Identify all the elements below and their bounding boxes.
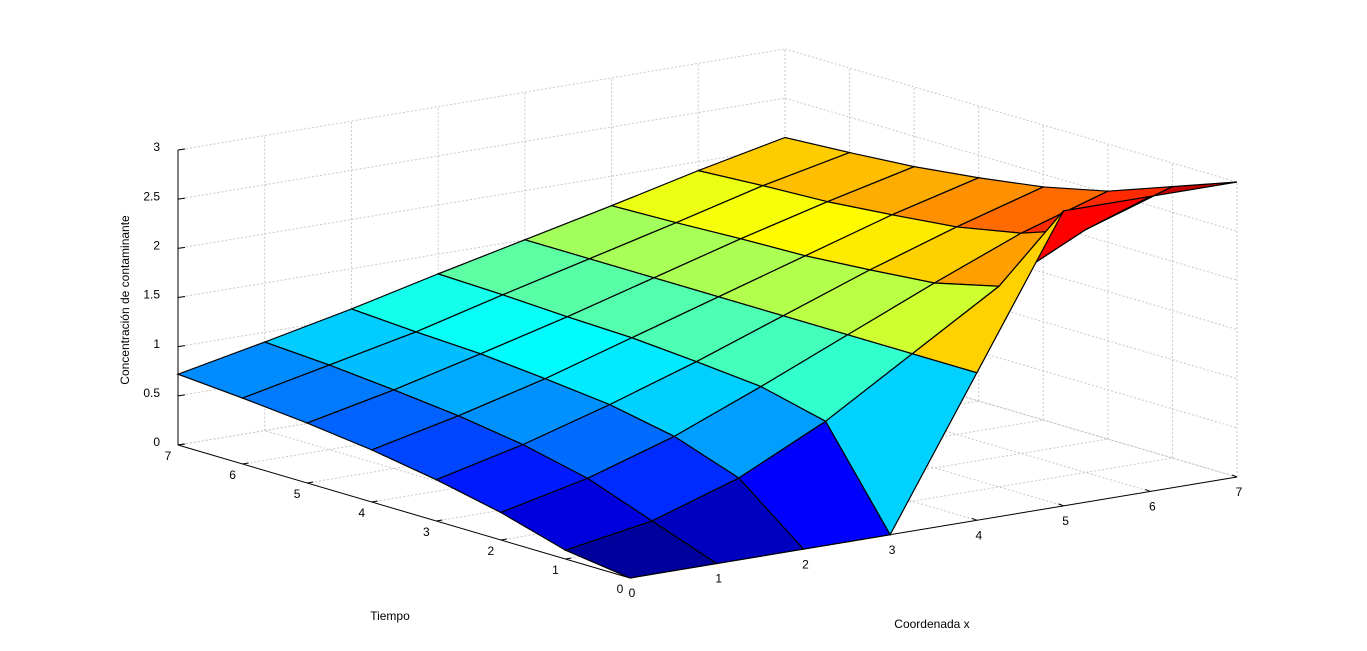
z-tick-label: 2.5 (143, 189, 160, 203)
y-tick-label: 5 (294, 487, 301, 501)
z-tick-label: 1.5 (143, 288, 160, 302)
y-tick-label: 0 (617, 582, 624, 596)
y-axis-label: Tiempo (370, 609, 410, 623)
grid-line (784, 97, 1238, 232)
y-axis (177, 444, 631, 579)
x-tick (971, 517, 978, 521)
grid-line (784, 343, 1238, 478)
y-tick (500, 538, 507, 541)
z-tick-label: 1 (153, 337, 160, 351)
y-tick (177, 443, 185, 446)
y-tick (436, 519, 443, 522)
z-tick (177, 197, 186, 200)
x-tick (1145, 488, 1151, 492)
x-tick-label: 6 (1149, 500, 1156, 514)
x-tick-label: 1 (715, 572, 722, 586)
grid-line (784, 196, 1238, 330)
grid-line (784, 294, 1238, 429)
y-tick (371, 500, 378, 503)
x-tick-label: 5 (1062, 514, 1069, 528)
z-tick-label: 0 (153, 435, 160, 449)
surface-patch (563, 520, 719, 579)
grid-line (177, 48, 786, 151)
grid-line (784, 48, 1238, 183)
grid-line (784, 146, 1238, 281)
z-tick (177, 296, 186, 298)
x-tick-label: 3 (889, 543, 896, 557)
x-axis-label: Coordenada x (894, 617, 969, 631)
grid-line (177, 146, 786, 249)
y-tick-label: 1 (552, 563, 559, 577)
z-tick (177, 246, 186, 249)
z-tick-label: 0.5 (143, 386, 160, 400)
z-tick-label: 3 (153, 140, 160, 154)
x-tick-label: 0 (629, 586, 636, 600)
y-tick-label: 6 (229, 468, 236, 482)
z-tick-label: 2 (153, 239, 160, 253)
x-tick-label: 7 (1236, 485, 1243, 499)
y-tick (242, 462, 249, 465)
grid-line (565, 457, 1173, 560)
y-tick-label: 4 (358, 506, 365, 520)
z-axis-label: Concentración de contaminante (118, 215, 132, 385)
grid-line (784, 245, 1238, 380)
x-tick (1231, 474, 1238, 478)
x-tick-label: 2 (802, 557, 809, 571)
z-tick (177, 394, 186, 397)
y-tick-label: 2 (488, 544, 495, 558)
x-tick (1058, 503, 1064, 507)
y-tick (307, 481, 314, 484)
y-tick (565, 557, 572, 560)
grid-line (500, 438, 1108, 541)
y-tick-label: 3 (423, 525, 430, 539)
grid-line (177, 97, 786, 200)
grid-line (264, 430, 717, 565)
z-tick (177, 345, 186, 348)
y-tick-label: 7 (165, 449, 172, 463)
z-tick (177, 148, 186, 151)
x-tick-label: 4 (976, 528, 983, 542)
